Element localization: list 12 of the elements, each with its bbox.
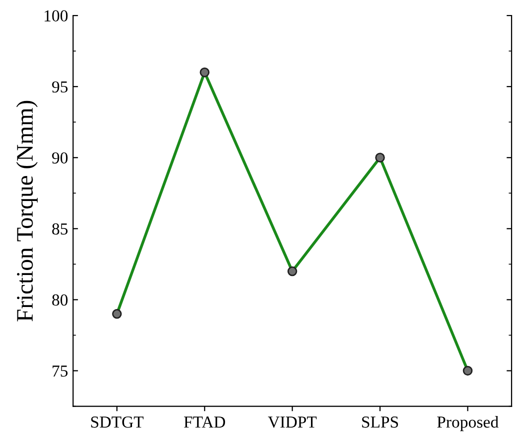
y-tick-label: 95 bbox=[52, 81, 68, 93]
x-tick-label: SDTGT bbox=[91, 416, 144, 428]
x-tick-label: FTAD bbox=[184, 416, 226, 428]
y-axis-title: Friction Torque (Nmm) bbox=[16, 100, 38, 322]
y-tick-label: 75 bbox=[52, 366, 68, 377]
y-tick-label: 85 bbox=[52, 223, 68, 235]
x-tick-label: VIDPT bbox=[268, 416, 317, 428]
y-tick-label: 90 bbox=[52, 152, 68, 164]
x-tick-label: Proposed bbox=[437, 416, 499, 432]
y-tick-label: 80 bbox=[52, 294, 68, 306]
y-tick-label: 100 bbox=[44, 10, 68, 22]
x-tick-label: SLPS bbox=[362, 416, 398, 428]
